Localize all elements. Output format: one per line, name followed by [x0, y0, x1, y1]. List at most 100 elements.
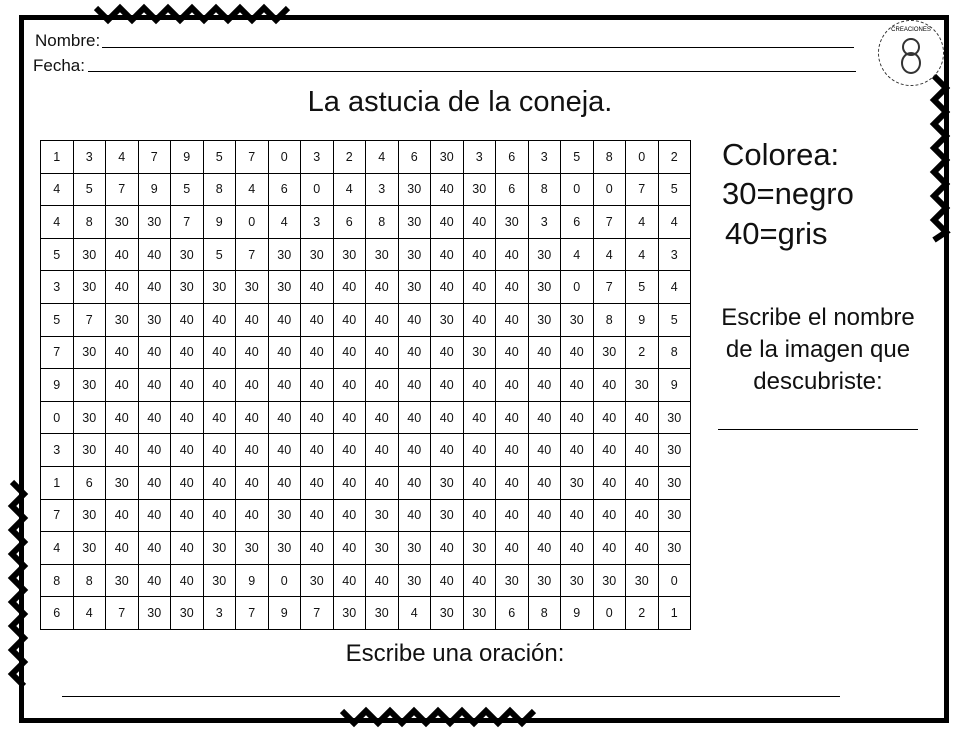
grid-cell[interactable]: 5: [560, 140, 594, 174]
grid-cell[interactable]: 40: [560, 335, 594, 370]
grid-cell[interactable]: 30: [430, 302, 464, 337]
grid-cell[interactable]: 40: [332, 302, 366, 337]
grid-cell[interactable]: 30: [397, 270, 431, 304]
grid-cell[interactable]: 30: [430, 465, 464, 500]
grid-cell[interactable]: 30: [105, 205, 139, 239]
grid-cell[interactable]: 3: [202, 596, 236, 630]
grid-cell[interactable]: 40: [592, 531, 626, 565]
name-field[interactable]: [102, 47, 854, 48]
grid-cell[interactable]: 40: [430, 433, 464, 467]
grid-cell[interactable]: 40: [105, 498, 139, 533]
grid-cell[interactable]: 40: [462, 302, 496, 337]
grid-cell[interactable]: 40: [430, 237, 464, 272]
grid-cell[interactable]: 6: [495, 172, 529, 207]
grid-cell[interactable]: 40: [495, 531, 529, 565]
grid-cell[interactable]: 40: [397, 302, 431, 337]
grid-cell[interactable]: 30: [365, 531, 399, 565]
grid-cell[interactable]: 40: [365, 302, 399, 337]
grid-cell[interactable]: 8: [657, 335, 691, 370]
image-name-answer-field[interactable]: [718, 429, 918, 430]
grid-cell[interactable]: 40: [170, 465, 204, 500]
grid-cell[interactable]: 7: [300, 596, 334, 630]
grid-cell[interactable]: 30: [72, 433, 106, 467]
grid-cell[interactable]: 30: [170, 237, 204, 272]
grid-cell[interactable]: 7: [625, 172, 659, 207]
grid-cell[interactable]: 4: [657, 205, 691, 239]
grid-cell[interactable]: 40: [495, 237, 529, 272]
grid-cell[interactable]: 40: [105, 433, 139, 467]
grid-cell[interactable]: 30: [430, 498, 464, 533]
grid-cell[interactable]: 30: [495, 205, 529, 239]
grid-cell[interactable]: 30: [300, 237, 334, 272]
grid-cell[interactable]: 40: [202, 368, 236, 402]
grid-cell[interactable]: 5: [40, 237, 74, 272]
grid-cell[interactable]: 40: [267, 465, 301, 500]
grid-cell[interactable]: 40: [170, 335, 204, 370]
grid-cell[interactable]: 3: [527, 140, 561, 174]
grid-cell[interactable]: 40: [137, 498, 171, 533]
grid-cell[interactable]: 40: [235, 302, 269, 337]
grid-cell[interactable]: 40: [560, 400, 594, 435]
grid-cell[interactable]: 4: [40, 205, 74, 239]
grid-cell[interactable]: 5: [657, 302, 691, 337]
grid-cell[interactable]: 40: [300, 498, 334, 533]
grid-cell[interactable]: 40: [235, 433, 269, 467]
grid-cell[interactable]: 4: [332, 172, 366, 207]
grid-cell[interactable]: 40: [267, 368, 301, 402]
grid-cell[interactable]: 30: [560, 465, 594, 500]
grid-cell[interactable]: 6: [72, 465, 106, 500]
grid-cell[interactable]: 40: [300, 433, 334, 467]
grid-cell[interactable]: 3: [657, 237, 691, 272]
grid-cell[interactable]: 40: [332, 563, 366, 598]
grid-cell[interactable]: 30: [462, 335, 496, 370]
grid-cell[interactable]: 8: [527, 596, 561, 630]
grid-cell[interactable]: 7: [170, 205, 204, 239]
grid-cell[interactable]: 4: [592, 237, 626, 272]
grid-cell[interactable]: 30: [267, 237, 301, 272]
grid-cell[interactable]: 3: [462, 140, 496, 174]
grid-cell[interactable]: 30: [365, 237, 399, 272]
grid-cell[interactable]: 40: [105, 237, 139, 272]
grid-cell[interactable]: 30: [397, 172, 431, 207]
grid-cell[interactable]: 30: [365, 498, 399, 533]
grid-cell[interactable]: 40: [625, 465, 659, 500]
grid-cell[interactable]: 30: [527, 563, 561, 598]
grid-cell[interactable]: 30: [397, 205, 431, 239]
grid-cell[interactable]: 7: [105, 596, 139, 630]
grid-cell[interactable]: 30: [267, 498, 301, 533]
grid-cell[interactable]: 40: [430, 205, 464, 239]
grid-cell[interactable]: 40: [462, 400, 496, 435]
grid-cell[interactable]: 40: [365, 465, 399, 500]
grid-cell[interactable]: 5: [72, 172, 106, 207]
grid-cell[interactable]: 2: [625, 596, 659, 630]
date-field[interactable]: [88, 71, 856, 72]
grid-cell[interactable]: 40: [235, 498, 269, 533]
grid-cell[interactable]: 4: [560, 237, 594, 272]
grid-cell[interactable]: 6: [267, 172, 301, 207]
grid-cell[interactable]: 6: [560, 205, 594, 239]
grid-cell[interactable]: 40: [202, 433, 236, 467]
grid-cell[interactable]: 7: [72, 302, 106, 337]
grid-cell[interactable]: 40: [430, 531, 464, 565]
grid-cell[interactable]: 30: [397, 237, 431, 272]
grid-cell[interactable]: 2: [657, 140, 691, 174]
grid-cell[interactable]: 30: [430, 140, 464, 174]
grid-cell[interactable]: 40: [365, 433, 399, 467]
grid-cell[interactable]: 0: [592, 172, 626, 207]
grid-cell[interactable]: 40: [430, 270, 464, 304]
grid-cell[interactable]: 40: [430, 335, 464, 370]
grid-cell[interactable]: 5: [657, 172, 691, 207]
grid-cell[interactable]: 40: [560, 498, 594, 533]
grid-cell[interactable]: 40: [300, 368, 334, 402]
grid-cell[interactable]: 40: [202, 302, 236, 337]
grid-cell[interactable]: 5: [202, 140, 236, 174]
grid-cell[interactable]: 9: [560, 596, 594, 630]
grid-cell[interactable]: 30: [657, 400, 691, 435]
grid-cell[interactable]: 0: [560, 172, 594, 207]
grid-cell[interactable]: 30: [105, 302, 139, 337]
grid-cell[interactable]: 40: [137, 368, 171, 402]
grid-cell[interactable]: 40: [462, 270, 496, 304]
grid-cell[interactable]: 30: [105, 563, 139, 598]
grid-cell[interactable]: 8: [592, 140, 626, 174]
grid-cell[interactable]: 30: [202, 563, 236, 598]
